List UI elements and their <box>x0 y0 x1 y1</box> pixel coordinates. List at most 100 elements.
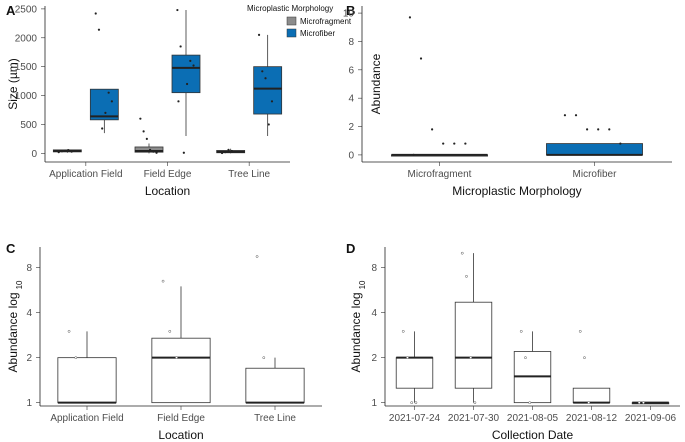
data-point <box>176 8 179 12</box>
data-point <box>168 329 172 333</box>
box-field-edge <box>171 8 201 154</box>
y-tick-label: 1 <box>26 398 32 409</box>
box-application-field <box>52 149 82 154</box>
data-point <box>175 356 178 360</box>
y-tick-label: 8 <box>348 37 354 48</box>
data-point <box>220 151 224 155</box>
y-tick-label: 1500 <box>15 62 38 73</box>
box-iqr <box>253 66 283 115</box>
x-axis-title: Location <box>145 184 190 198</box>
x-axis-title: Microplastic Morphology <box>452 184 581 198</box>
y-axis-title-subscript: 10 <box>15 280 24 289</box>
panel-letter: C <box>6 241 16 256</box>
data-point <box>419 57 423 60</box>
y-tick-label: 2000 <box>15 33 38 44</box>
data-point <box>270 100 274 103</box>
panel-b: B 0 2 4 6 8 10 Microfragment Microfiber Microplas… <box>343 3 672 198</box>
x-tick-label: Tree Line <box>254 413 296 424</box>
data-point <box>460 251 464 255</box>
box-2021-07-24 <box>395 329 434 405</box>
data-point <box>583 356 586 360</box>
data-point <box>262 356 266 360</box>
box-2021-07-30 <box>454 251 493 405</box>
y-tick-label: 8 <box>26 263 32 274</box>
x-tick-label: 2021-07-24 <box>389 413 441 424</box>
legend-entry-label: Microfiber <box>300 29 335 38</box>
y-tick-label: 10 <box>343 9 355 20</box>
y-tick-label: 4 <box>348 94 354 105</box>
box-iqr <box>89 88 119 121</box>
data-point <box>578 329 582 333</box>
x-tick-label: Application Field <box>49 169 122 180</box>
data-point <box>57 151 60 154</box>
data-point <box>67 329 71 333</box>
data-point <box>642 401 645 405</box>
data-point <box>465 274 468 278</box>
x-tick-label: Application Field <box>50 413 123 424</box>
data-point <box>410 401 414 405</box>
data-point <box>177 100 180 103</box>
box-2021-08-05 <box>513 329 552 405</box>
data-point <box>227 148 230 151</box>
x-tick-label: Microfiber <box>573 169 618 180</box>
box-field-edge <box>134 117 164 154</box>
data-point <box>104 111 107 114</box>
box-tree-line <box>216 148 246 155</box>
y-tick-label: 0 <box>348 150 354 161</box>
box-microfragment <box>391 16 488 157</box>
data-point <box>453 142 456 145</box>
data-point <box>469 356 473 360</box>
panel-letter: A <box>6 3 16 18</box>
x-axis-title: Collection Date <box>492 428 574 442</box>
box-iqr <box>134 146 164 153</box>
y-tick-label: 4 <box>26 308 32 319</box>
legend-title: Microplastic Morphology <box>247 4 333 13</box>
data-point <box>74 356 78 360</box>
legend: Microplastic Morphology Microfragment Micr… <box>247 4 352 38</box>
data-point <box>464 142 467 145</box>
box-iqr <box>572 387 611 404</box>
data-point <box>139 117 142 120</box>
box-field-edge <box>151 279 211 404</box>
data-point <box>145 137 148 140</box>
data-point <box>155 151 158 154</box>
legend-entry-label: Microfragment <box>300 17 352 26</box>
legend-swatch <box>286 16 297 26</box>
data-point <box>148 148 152 151</box>
data-point <box>192 64 195 67</box>
data-point <box>563 114 567 117</box>
data-point <box>64 149 67 152</box>
x-tick-label: Tree Line <box>228 169 270 180</box>
box-2021-09-06 <box>631 401 670 405</box>
data-point <box>142 130 145 133</box>
data-point <box>619 142 622 145</box>
x-tick-label: Microfragment <box>408 169 472 180</box>
data-point <box>70 150 73 153</box>
data-point <box>597 128 600 131</box>
data-point <box>189 59 192 62</box>
data-point <box>412 153 415 157</box>
y-axis-title-subscript: 10 <box>358 280 367 289</box>
data-point <box>101 127 104 130</box>
y-tick-label: 1000 <box>15 91 38 102</box>
box-iqr <box>151 337 211 404</box>
data-point <box>257 33 261 36</box>
y-tick-label: 2 <box>371 353 377 364</box>
box-iqr <box>395 357 434 389</box>
y-tick-label: 2500 <box>15 4 38 15</box>
data-point <box>264 77 267 80</box>
data-point <box>94 12 97 15</box>
data-point <box>67 149 70 152</box>
legend-swatch <box>286 28 297 38</box>
panel-letter: D <box>346 241 355 256</box>
y-axis-title: Size (µm) <box>6 58 20 110</box>
box-iqr <box>546 143 643 156</box>
y-axis-title: Abundance log10 <box>349 280 367 373</box>
data-point <box>473 401 477 405</box>
data-point <box>442 142 445 145</box>
x-tick-label: Field Edge <box>144 169 192 180</box>
panel-d: D 1 2 4 8 2021-07-24 2021-07-30 2021-08-05 2021-… <box>346 241 680 442</box>
x-axis-title: Location <box>158 428 203 442</box>
data-point <box>224 151 227 154</box>
data-point <box>406 356 409 360</box>
